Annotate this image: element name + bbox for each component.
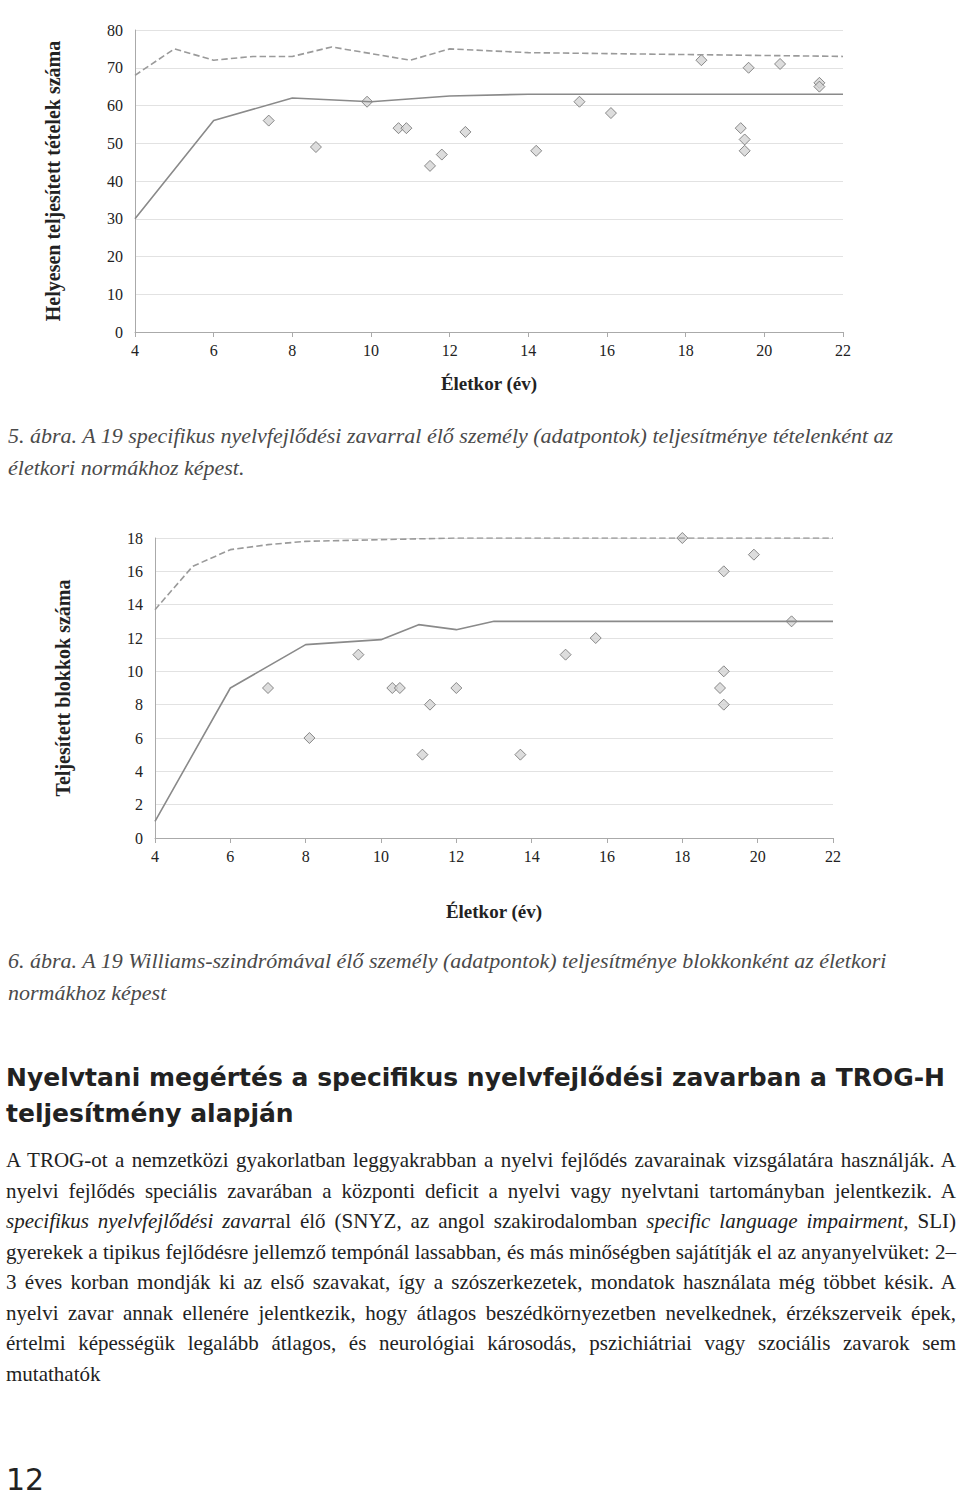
svg-text:10: 10	[107, 286, 123, 303]
svg-text:14: 14	[520, 342, 536, 359]
svg-text:10: 10	[363, 342, 379, 359]
svg-text:14: 14	[127, 596, 143, 613]
svg-text:Helyesen teljesített tételek s: Helyesen teljesített tételek száma	[42, 41, 65, 321]
svg-text:80: 80	[107, 22, 123, 39]
svg-text:4: 4	[151, 848, 159, 865]
svg-text:10: 10	[373, 848, 389, 865]
svg-text:0: 0	[135, 830, 143, 847]
svg-text:8: 8	[288, 342, 296, 359]
svg-text:12: 12	[127, 630, 143, 647]
svg-text:4: 4	[131, 342, 139, 359]
html-text:5. ábra. A 19 specifikus nyelv: 5. ábra. A 19 specifikus nyelvfejlődési …	[8, 423, 894, 480]
svg-text:18: 18	[678, 342, 694, 359]
svg-text:8: 8	[302, 848, 310, 865]
svg-text:16: 16	[599, 848, 615, 865]
svg-text:12: 12	[448, 848, 464, 865]
svg-text:70: 70	[107, 59, 123, 76]
svg-text:20: 20	[750, 848, 766, 865]
html-text:6. ábra. A 19 Williams-szindró: 6. ábra. A 19 Williams-szindrómával élő …	[8, 948, 887, 1005]
svg-text:50: 50	[107, 135, 123, 152]
svg-text:6: 6	[135, 730, 143, 747]
svg-text:4: 4	[135, 763, 143, 780]
svg-text:Teljesített blokkok száma: Teljesített blokkok száma	[52, 579, 75, 796]
svg-text:20: 20	[756, 342, 772, 359]
svg-text:Életkor (év): Életkor (év)	[441, 373, 537, 395]
svg-text:10: 10	[127, 663, 143, 680]
svg-text:6: 6	[210, 342, 218, 359]
svg-text:60: 60	[107, 97, 123, 114]
svg-text:2: 2	[135, 796, 143, 813]
svg-text:0: 0	[115, 324, 123, 341]
svg-text:6: 6	[226, 848, 234, 865]
svg-text:16: 16	[127, 563, 143, 580]
html-text:Nyelvtani megértés a specifiku: Nyelvtani megértés a specifikus nyelvfej…	[6, 1063, 945, 1128]
html-text:12: 12	[6, 1462, 45, 1497]
svg-text:Életkor (év): Életkor (év)	[446, 901, 542, 923]
svg-text:14: 14	[524, 848, 540, 865]
svg-text:22: 22	[825, 848, 841, 865]
svg-text:30: 30	[107, 210, 123, 227]
svg-text:22: 22	[835, 342, 851, 359]
svg-text:20: 20	[107, 248, 123, 265]
svg-text:16: 16	[599, 342, 615, 359]
svg-text:18: 18	[127, 530, 143, 547]
html-text:A TROG-ot a nemzetközi gyakorl: A TROG-ot a nemzetközi gyakorlatban legg…	[6, 1148, 956, 1203]
svg-text:12: 12	[442, 342, 458, 359]
svg-text:8: 8	[135, 696, 143, 713]
svg-text:40: 40	[107, 173, 123, 190]
svg-text:18: 18	[674, 848, 690, 865]
html-text:specifikus nyelvfejlődési zava: specifikus nyelvfejlődési zavar ral élő …	[6, 1209, 956, 1386]
